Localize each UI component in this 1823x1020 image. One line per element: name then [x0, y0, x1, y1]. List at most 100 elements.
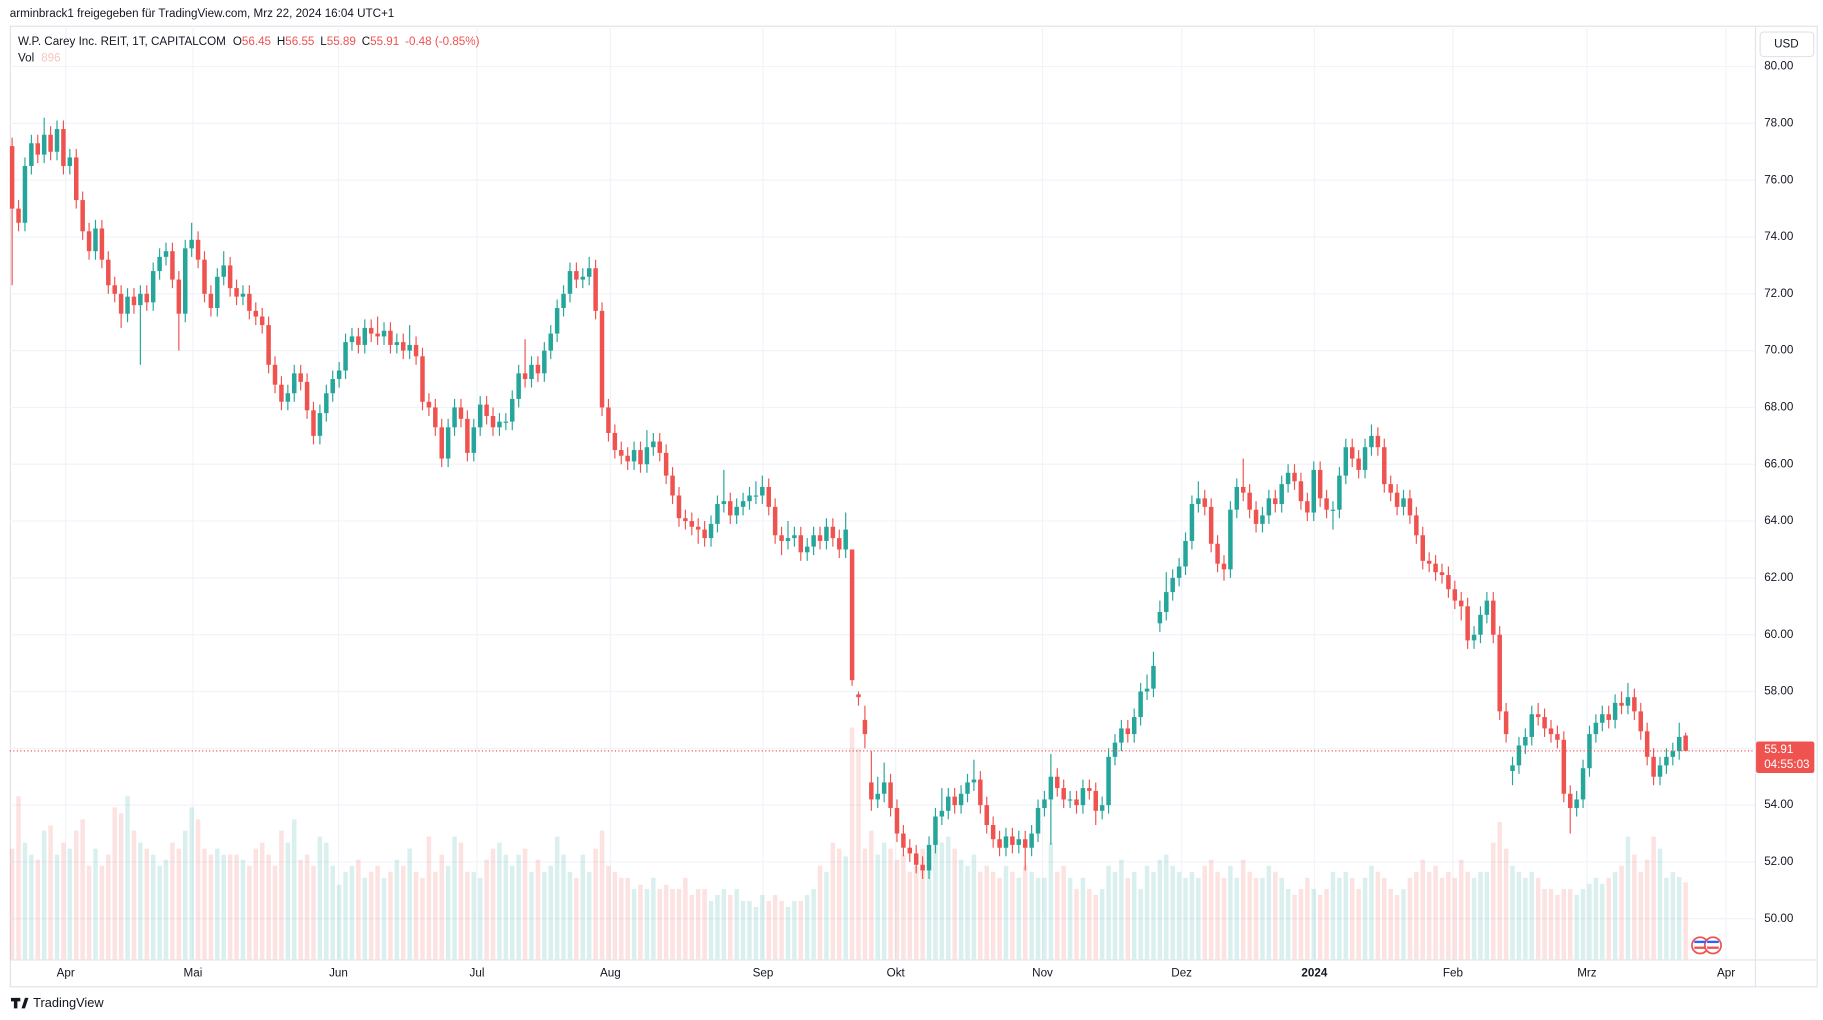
- countdown-label: 04:55:03: [1764, 758, 1809, 771]
- candle-body: [1138, 691, 1143, 718]
- x-tick-label: Sep: [753, 966, 774, 979]
- volume-bar: [1055, 871, 1060, 960]
- volume-bar: [227, 854, 233, 960]
- candle-body: [1010, 836, 1015, 845]
- volume-bar: [561, 854, 566, 960]
- candle-body: [183, 248, 188, 314]
- volume-bar: [1683, 882, 1688, 960]
- volume-bar: [150, 854, 156, 960]
- candle-body: [1074, 799, 1079, 806]
- candle-body: [227, 265, 233, 289]
- volume-bar: [16, 796, 21, 960]
- candle-body: [663, 452, 669, 476]
- volume-bar: [471, 871, 477, 960]
- candle-body: [1067, 799, 1073, 801]
- candle-body: [683, 518, 688, 522]
- candle-body: [734, 506, 739, 516]
- candle-body: [1055, 776, 1060, 789]
- candle-body: [522, 373, 528, 380]
- volume-bar: [1164, 854, 1169, 960]
- candle-body: [471, 427, 477, 453]
- candle-body: [926, 844, 932, 871]
- volume-bar: [54, 854, 60, 960]
- candle-body: [1491, 600, 1496, 635]
- volume-bar: [856, 749, 861, 960]
- candle-body: [1587, 734, 1592, 769]
- candle-body: [240, 293, 246, 297]
- volume-bar: [1228, 865, 1233, 960]
- candle-body: [1458, 600, 1464, 607]
- candle-body: [676, 495, 682, 519]
- volume-bar: [1670, 871, 1676, 960]
- volume-bar: [708, 900, 714, 960]
- volume-bar: [1478, 871, 1483, 960]
- volume-bar: [939, 842, 945, 960]
- candle-body: [1356, 458, 1361, 470]
- volume-bar: [221, 854, 226, 960]
- volume-bar: [292, 819, 297, 960]
- volume-bar: [1375, 871, 1381, 960]
- volume-bar: [1266, 865, 1272, 960]
- volume-bar: [612, 871, 618, 960]
- volume-bar: [1196, 877, 1201, 960]
- candle-body: [401, 342, 406, 351]
- volume-bar: [170, 842, 175, 960]
- candle-body: [1330, 509, 1336, 511]
- volume-bar: [247, 865, 252, 960]
- volume-bar: [1330, 871, 1336, 960]
- candle-body: [1266, 498, 1272, 516]
- volume-bar: [1394, 894, 1400, 960]
- volume-bar: [266, 854, 271, 960]
- candle-body: [317, 413, 323, 436]
- volume-bar: [497, 842, 502, 960]
- volume-bar: [1401, 888, 1406, 960]
- volume-bar: [1215, 871, 1220, 960]
- volume-bar: [1273, 871, 1278, 960]
- candle-body: [1542, 717, 1547, 729]
- candle-body: [131, 296, 137, 306]
- volume-bar: [695, 888, 701, 960]
- ohlc-label: C: [362, 35, 370, 48]
- candle-body: [1253, 509, 1259, 524]
- volume-bar: [1349, 877, 1355, 960]
- volume-bar: [208, 854, 214, 960]
- x-tick-label: Okt: [887, 966, 906, 979]
- candle-body: [1529, 714, 1535, 737]
- volume-bar: [1644, 859, 1650, 960]
- candle-body: [1022, 839, 1028, 848]
- candle-body: [458, 407, 464, 419]
- volume-bar: [1516, 871, 1522, 960]
- volume-bar: [1240, 859, 1246, 960]
- volume-bar: [1407, 877, 1413, 960]
- volume-bar: [1170, 865, 1175, 960]
- volume-bar: [875, 854, 880, 960]
- candle-body: [356, 336, 361, 345]
- candle-body: [1625, 697, 1631, 706]
- candle-body: [1676, 736, 1682, 752]
- volume-bar: [1676, 876, 1682, 960]
- volume-bar: [311, 865, 316, 960]
- candle-body: [381, 330, 387, 337]
- y-tick-label: 52.00: [1764, 855, 1794, 868]
- volume-bar: [1561, 888, 1567, 960]
- candle-body: [1535, 714, 1541, 718]
- volume-bar: [1247, 871, 1252, 960]
- volume-bar: [484, 859, 489, 960]
- volume-bar: [1202, 865, 1207, 960]
- volume-bar: [279, 830, 284, 960]
- volume-bar: [465, 871, 470, 960]
- ohlc-label: O: [233, 35, 242, 48]
- candle-body: [16, 208, 21, 223]
- currency-button[interactable]: [1759, 31, 1815, 58]
- volume-bar: [1574, 894, 1579, 960]
- volume-bar: [131, 830, 137, 960]
- candle-body: [792, 535, 797, 539]
- volume-bar: [407, 848, 412, 960]
- x-tick-label: Apr: [1717, 966, 1735, 979]
- candle-body: [1080, 788, 1086, 806]
- volume-bar: [503, 854, 509, 960]
- volume-bar: [317, 836, 323, 960]
- volume-bar: [894, 859, 900, 960]
- candle-body: [1119, 728, 1124, 743]
- volume-bar: [1414, 871, 1419, 960]
